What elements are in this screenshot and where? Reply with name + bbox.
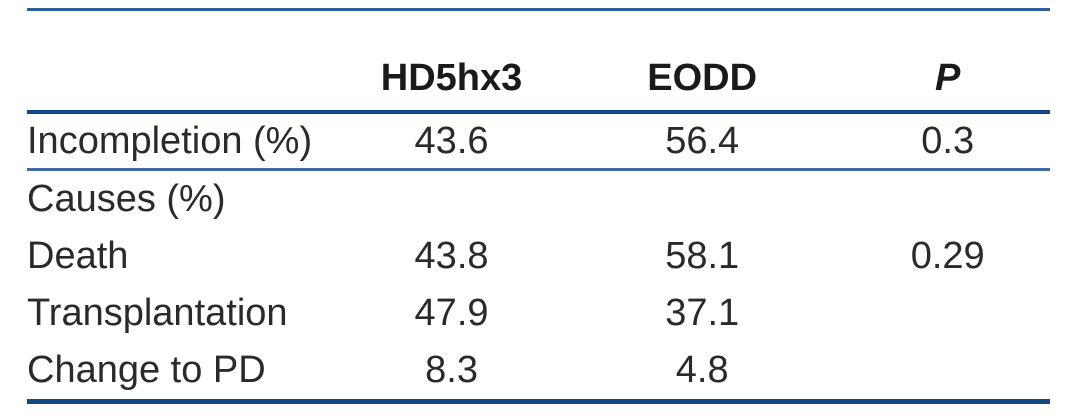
cell-hd5hx3 bbox=[344, 170, 559, 229]
cell-hd5hx3: 47.9 bbox=[414, 292, 489, 334]
cell-p bbox=[845, 342, 1050, 404]
table-sheet: HD5hx3 EODD P Incompletion (%) 43.6 56.4… bbox=[27, 8, 1050, 404]
cell-eodd bbox=[559, 170, 845, 229]
cell-eodd: 4.8 bbox=[558, 342, 846, 404]
col-header-hd5hx3: HD5hx3 bbox=[344, 9, 559, 114]
col-header-p: P bbox=[845, 9, 1050, 114]
cell-eodd: 58.1 bbox=[665, 235, 740, 277]
cell-p: 0.3 bbox=[845, 112, 1050, 171]
table-row-change-to-pd: Change to PD 8.3 4.8 bbox=[27, 342, 1050, 404]
table-row-causes: Causes (%) bbox=[27, 170, 1050, 229]
cell-p bbox=[845, 285, 1050, 342]
table-row-transplantation: Transplantation 47.9 37.1 bbox=[27, 285, 1050, 342]
row-label: Change to PD bbox=[27, 342, 345, 404]
cell-hd5hx3: 8.3 bbox=[344, 342, 559, 404]
cell-p bbox=[845, 170, 1050, 229]
row-label: Transplantation bbox=[27, 292, 288, 334]
header-row: HD5hx3 EODD P bbox=[27, 9, 1050, 114]
col-header-empty bbox=[27, 9, 345, 114]
cell-hd5hx3: 43.8 bbox=[414, 235, 489, 277]
cell-eodd: 37.1 bbox=[665, 292, 740, 334]
cell-hd5hx3: 43.6 bbox=[344, 112, 559, 171]
col-header-eodd: EODD bbox=[558, 9, 846, 114]
cell-p: 0.29 bbox=[910, 235, 985, 277]
dialysis-outcomes-table: HD5hx3 EODD P Incompletion (%) 43.6 56.4… bbox=[27, 8, 1050, 404]
row-label: Death bbox=[27, 235, 129, 277]
table-row-incompletion: Incompletion (%) 43.6 56.4 0.3 bbox=[27, 112, 1050, 171]
row-label: Causes (%) bbox=[27, 178, 226, 220]
row-label: Incompletion (%) bbox=[27, 112, 345, 171]
cell-eodd: 56.4 bbox=[558, 112, 846, 171]
table-row-death: Death 43.8 58.1 0.29 bbox=[27, 228, 1050, 285]
